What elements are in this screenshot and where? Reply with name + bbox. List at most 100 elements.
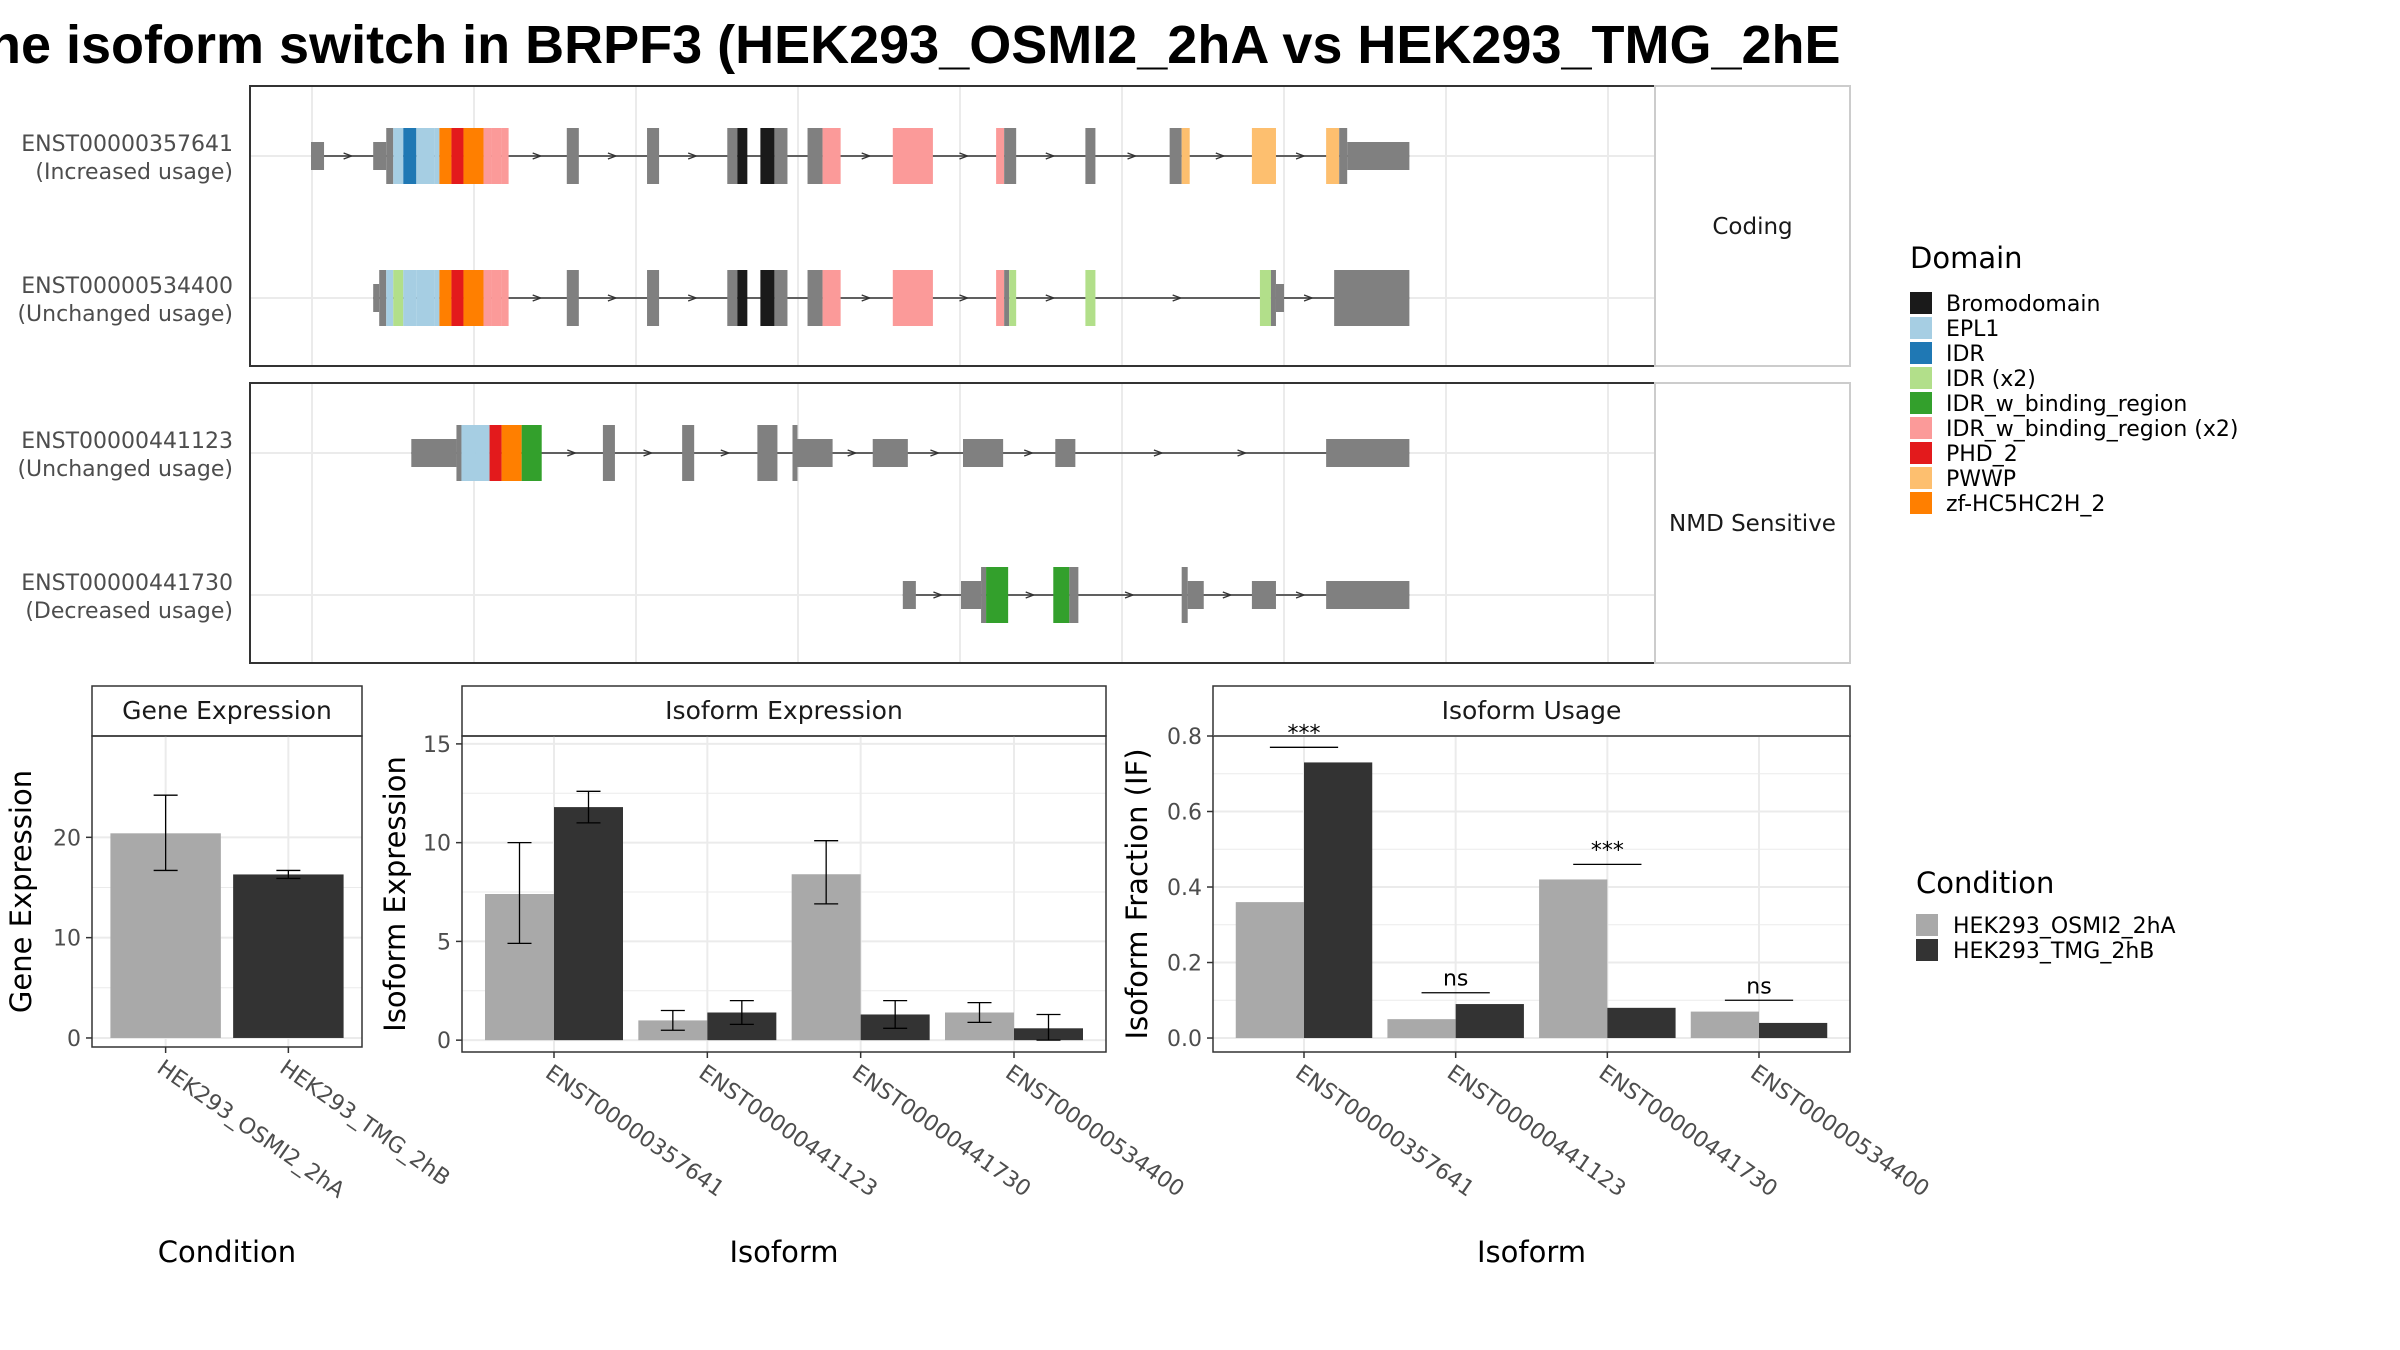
direction-arrow — [1295, 152, 1306, 160]
exon-block — [566, 270, 579, 326]
domain-segment — [996, 270, 1005, 326]
legend-label: IDR_w_binding_region (x2) — [1946, 417, 2238, 442]
domain-segment — [1259, 270, 1271, 326]
domain-segment — [416, 270, 435, 326]
exon-block — [1181, 567, 1188, 623]
direction-arrow — [607, 294, 618, 302]
domain-segment — [822, 128, 841, 184]
x-axis-title: Isoform — [1477, 1235, 1586, 1269]
transcript-label: ENST00000441730 (Decreased usage) — [21, 571, 233, 624]
direction-arrow — [1124, 591, 1135, 599]
exon-block — [727, 270, 738, 326]
domain-segment — [489, 425, 502, 481]
legend-key — [1910, 417, 1932, 439]
y-tick-label: 0.8 — [1167, 725, 1202, 750]
direction-arrow — [643, 449, 654, 457]
exon-block — [647, 128, 660, 184]
exon-block — [792, 425, 798, 481]
plot-border — [461, 735, 1107, 1053]
direction-arrow — [933, 591, 944, 599]
domain-segment — [491, 128, 502, 184]
direction-arrow — [959, 152, 970, 160]
domain-segment — [451, 270, 464, 326]
significance-label: *** — [1591, 838, 1624, 863]
domain-segment — [393, 128, 404, 184]
direction-arrow — [1023, 449, 1035, 457]
domain-segment — [501, 270, 509, 326]
exon-block — [872, 439, 908, 467]
x-axis-title: Isoform — [729, 1235, 838, 1269]
exon-block — [682, 425, 695, 481]
legend-key — [1910, 292, 1932, 314]
legend-key — [1910, 442, 1932, 464]
bar — [1455, 1004, 1524, 1039]
direction-arrow — [607, 152, 618, 160]
domain-segment — [439, 270, 452, 326]
y-axis-title: Gene Expression — [4, 770, 38, 1013]
bar-panel-title: Isoform Usage — [1442, 696, 1622, 725]
domain-segment — [434, 128, 440, 184]
domain-segment — [1053, 567, 1070, 623]
bar — [1304, 762, 1373, 1039]
y-tick-label: 5 — [437, 930, 451, 955]
domain-segment — [416, 128, 435, 184]
y-tick-label: 10 — [53, 927, 81, 952]
domain-segment — [892, 128, 933, 184]
legend-label: HEK293_TMG_2hB — [1953, 939, 2154, 964]
y-tick-label: 0 — [437, 1029, 451, 1054]
transcript-usage: (Unchanged usage) — [17, 302, 233, 327]
y-tick-label: 20 — [53, 826, 81, 851]
domain-segment — [491, 270, 502, 326]
legend-key — [1910, 367, 1932, 389]
legend-label: zf-HC5HC2H_2 — [1946, 492, 2105, 517]
exon-block — [311, 142, 325, 170]
transcript-id: ENST00000441730 — [21, 571, 233, 596]
exon-block — [1004, 270, 1010, 326]
panel-strip — [1654, 85, 1851, 367]
exon-block — [797, 439, 833, 467]
bar — [1387, 1019, 1456, 1039]
y-tick-label: 0 — [67, 1027, 81, 1052]
direction-arrow — [687, 152, 699, 160]
exon-block — [456, 425, 462, 481]
exon-block — [379, 270, 387, 326]
direction-arrow — [532, 294, 543, 302]
legend-key — [1910, 342, 1932, 364]
direction-arrow — [930, 449, 941, 457]
legend-label: IDR — [1946, 342, 1985, 367]
exon-block — [1339, 128, 1348, 184]
domain-segment — [461, 425, 476, 481]
direction-arrow — [1045, 152, 1056, 160]
legend-label: PWWP — [1946, 467, 2016, 492]
transcript-usage: (Decreased usage) — [25, 599, 233, 624]
exon-block — [602, 425, 615, 481]
exon-block — [411, 439, 457, 467]
bar — [554, 807, 623, 1041]
legend-key — [1916, 939, 1938, 961]
domain-segment — [1251, 128, 1276, 184]
legend-label: PHD_2 — [1946, 442, 2018, 467]
transcript-usage: (Unchanged usage) — [17, 457, 233, 482]
transcript-id: ENST00000357641 — [21, 132, 233, 157]
y-tick-label: 0.0 — [1167, 1027, 1202, 1052]
exon-block — [1055, 439, 1076, 467]
transcript-label: ENST00000441123 (Unchanged usage) — [17, 429, 233, 482]
transcript-label: ENST00000357641 (Increased usage) — [21, 132, 233, 185]
transcript-label: ENST00000534400 (Unchanged usage) — [17, 274, 233, 327]
domain-segment — [1009, 270, 1017, 326]
domain-segment — [483, 270, 492, 326]
direction-arrow — [1303, 294, 1314, 302]
domain-segment — [483, 128, 492, 184]
y-tick-label: 10 — [423, 832, 451, 857]
transcript-id: ENST00000441123 — [21, 429, 233, 454]
domain-segment — [475, 425, 490, 481]
legend-label: HEK293_OSMI2_2hA — [1953, 914, 2176, 939]
exon-block — [373, 142, 387, 170]
domain-segment — [760, 128, 775, 184]
direction-arrow — [1215, 152, 1226, 160]
direction-arrow — [687, 294, 699, 302]
direction-arrow — [861, 294, 872, 302]
bar-panel-strip — [91, 685, 363, 737]
exon-block — [1326, 581, 1410, 609]
domain-segment — [1085, 270, 1096, 326]
